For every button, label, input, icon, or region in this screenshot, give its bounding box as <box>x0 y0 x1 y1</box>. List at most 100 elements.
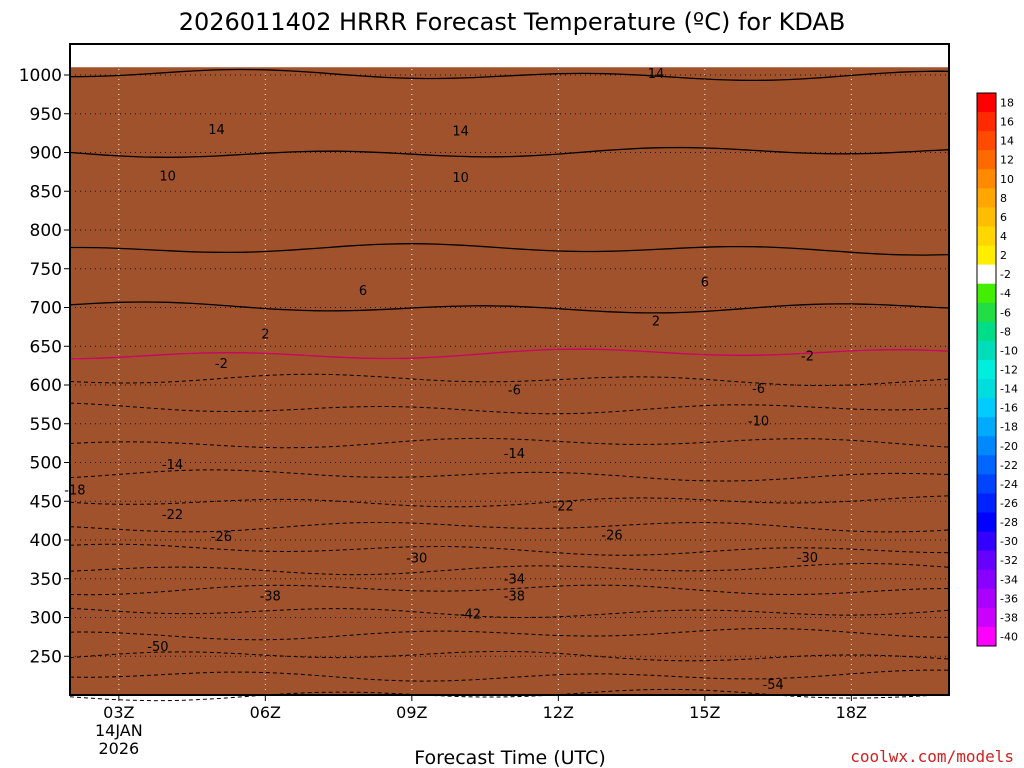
colorbar-tick-label: 18 <box>1000 97 1014 110</box>
y-tick-label: 1000 <box>19 66 62 86</box>
colorbar-tick-label: 8 <box>1000 192 1007 205</box>
chart-title: 2026011402 HRRR Forecast Temperature (ºC… <box>179 8 846 36</box>
colorbar-tick-label: 14 <box>1000 135 1014 148</box>
x-tick-label: 09Z <box>396 703 427 722</box>
contour-label: -38 <box>504 590 525 605</box>
contour-label: -10 <box>748 414 769 429</box>
contour-label: -22 <box>162 508 183 523</box>
colorbar-tick-label: -22 <box>1000 459 1018 472</box>
y-axis: 250 300 350 400 450 500 550 600 650 700 750 800 850 9… <box>19 66 70 667</box>
colorbar-tick-label: -10 <box>1000 344 1018 357</box>
y-tick-label: 350 <box>30 570 62 590</box>
contour-label: 2 <box>652 314 660 329</box>
colorbar-swatch <box>977 302 996 323</box>
contour-label: -14 <box>162 458 183 473</box>
contour-label: -50 <box>147 640 168 655</box>
colorbar-tick-label: -2 <box>1000 268 1011 281</box>
colorbar-swatch <box>977 493 996 514</box>
x-tick-label: 03Z <box>103 703 134 722</box>
colorbar-tick-label: 10 <box>1000 173 1014 186</box>
colorbar-swatch <box>977 359 996 380</box>
y-tick-label: 800 <box>30 221 62 241</box>
x-tick-label: 15Z <box>689 703 720 722</box>
y-tick-label: 300 <box>30 609 62 629</box>
colorbar-swatch <box>977 340 996 361</box>
colorbar-swatch <box>977 283 996 304</box>
colorbar-tick-label: -14 <box>1000 383 1018 396</box>
x-year-label: 2026 <box>98 739 139 758</box>
colorbar-swatch <box>977 569 996 590</box>
contour-label: -2 <box>801 349 814 364</box>
contour-label: -54 <box>763 678 784 693</box>
colorbar-swatch <box>977 131 996 151</box>
colorbar-tick-label: -20 <box>1000 440 1018 453</box>
contour-label: 6 <box>359 284 367 299</box>
contour-label: -30 <box>797 551 818 566</box>
colorbar-swatch <box>977 169 996 189</box>
isotherm-line <box>69 348 950 360</box>
colorbar-swatch <box>977 207 996 227</box>
contour-label: 2 <box>261 328 269 343</box>
plot-frame <box>69 43 950 696</box>
contour-label: 14 <box>208 123 225 138</box>
contour-label: -2 <box>215 357 228 372</box>
contour-label: 14 <box>648 67 665 82</box>
contour-label: -30 <box>406 552 427 567</box>
colorbar-tick-label: 2 <box>1000 249 1007 262</box>
colorbar-swatch <box>977 550 996 571</box>
colorbar-tick-label: -34 <box>1000 573 1018 586</box>
contour-label: 10 <box>159 170 176 185</box>
colorbar-swatch <box>977 531 996 552</box>
contour-label: -26 <box>601 528 622 543</box>
contour-label: -6 <box>752 382 765 397</box>
isotherm-line <box>69 68 950 82</box>
colorbar-tick-label: -26 <box>1000 497 1018 510</box>
contour-label: -38 <box>260 590 281 605</box>
colorbar-swatch <box>977 512 996 533</box>
colorbar-tick-label: -16 <box>1000 402 1018 415</box>
colorbar-swatch <box>977 321 996 342</box>
contour-label: -34 <box>504 573 525 588</box>
isotherm-line <box>70 243 950 256</box>
colorbar-swatch <box>977 188 996 208</box>
temperature-fill <box>70 67 949 695</box>
x-date-label: 14JAN <box>95 721 143 740</box>
credit-text: coolwx.com/models <box>850 747 1014 766</box>
x-tick-label: 18Z <box>836 703 867 722</box>
colorbar-tick-label: 12 <box>1000 154 1014 167</box>
colorbar-tick-label: 6 <box>1000 211 1007 224</box>
colorbar-swatch <box>977 455 996 475</box>
y-tick-label: 650 <box>30 337 62 357</box>
colorbar: 18 16 14 12 10 8 6 4 2 -2 -4 -6 -8 -10 -12 -14 -16 -18 -20… <box>976 92 1018 647</box>
y-tick-label: 950 <box>30 105 62 125</box>
colorbar-swatch <box>977 607 996 628</box>
colorbar-swatch <box>977 150 996 170</box>
ground-fill <box>70 67 949 695</box>
colorbar-tick-label: 4 <box>1000 230 1007 243</box>
colorbar-tick-label: -30 <box>1000 535 1018 548</box>
colorbar-tick-label: -6 <box>1000 306 1011 319</box>
y-tick-label: 500 <box>30 454 62 474</box>
x-axis-label: Forecast Time (UTC) <box>414 747 605 768</box>
colorbar-swatch <box>977 398 996 418</box>
colorbar-tick-label: 16 <box>1000 116 1014 129</box>
colorbar-tick-label: -8 <box>1000 325 1011 338</box>
y-tick-label: 750 <box>30 260 62 280</box>
colorbar-swatch <box>977 417 996 437</box>
contour-labels: -54-50-42-38 -38-34-30 -30-26 -26-22-22-18-… <box>64 67 818 693</box>
colorbar-tick-label: -32 <box>1000 554 1018 567</box>
colorbar-swatch <box>977 379 996 399</box>
grid-lines <box>70 44 949 695</box>
colorbar-tick-label: -4 <box>1000 287 1011 300</box>
contour-label: -6 <box>508 383 521 398</box>
contour-label: 14 <box>452 125 469 140</box>
y-tick-label: 250 <box>30 647 62 667</box>
colorbar-tick-label: -28 <box>1000 516 1018 529</box>
contour-label: -14 <box>504 447 525 462</box>
colorbar-tick-label: -18 <box>1000 421 1018 434</box>
contour-label: 6 <box>701 276 709 291</box>
contour-label: -26 <box>211 530 232 545</box>
isotherm-line <box>69 301 950 314</box>
